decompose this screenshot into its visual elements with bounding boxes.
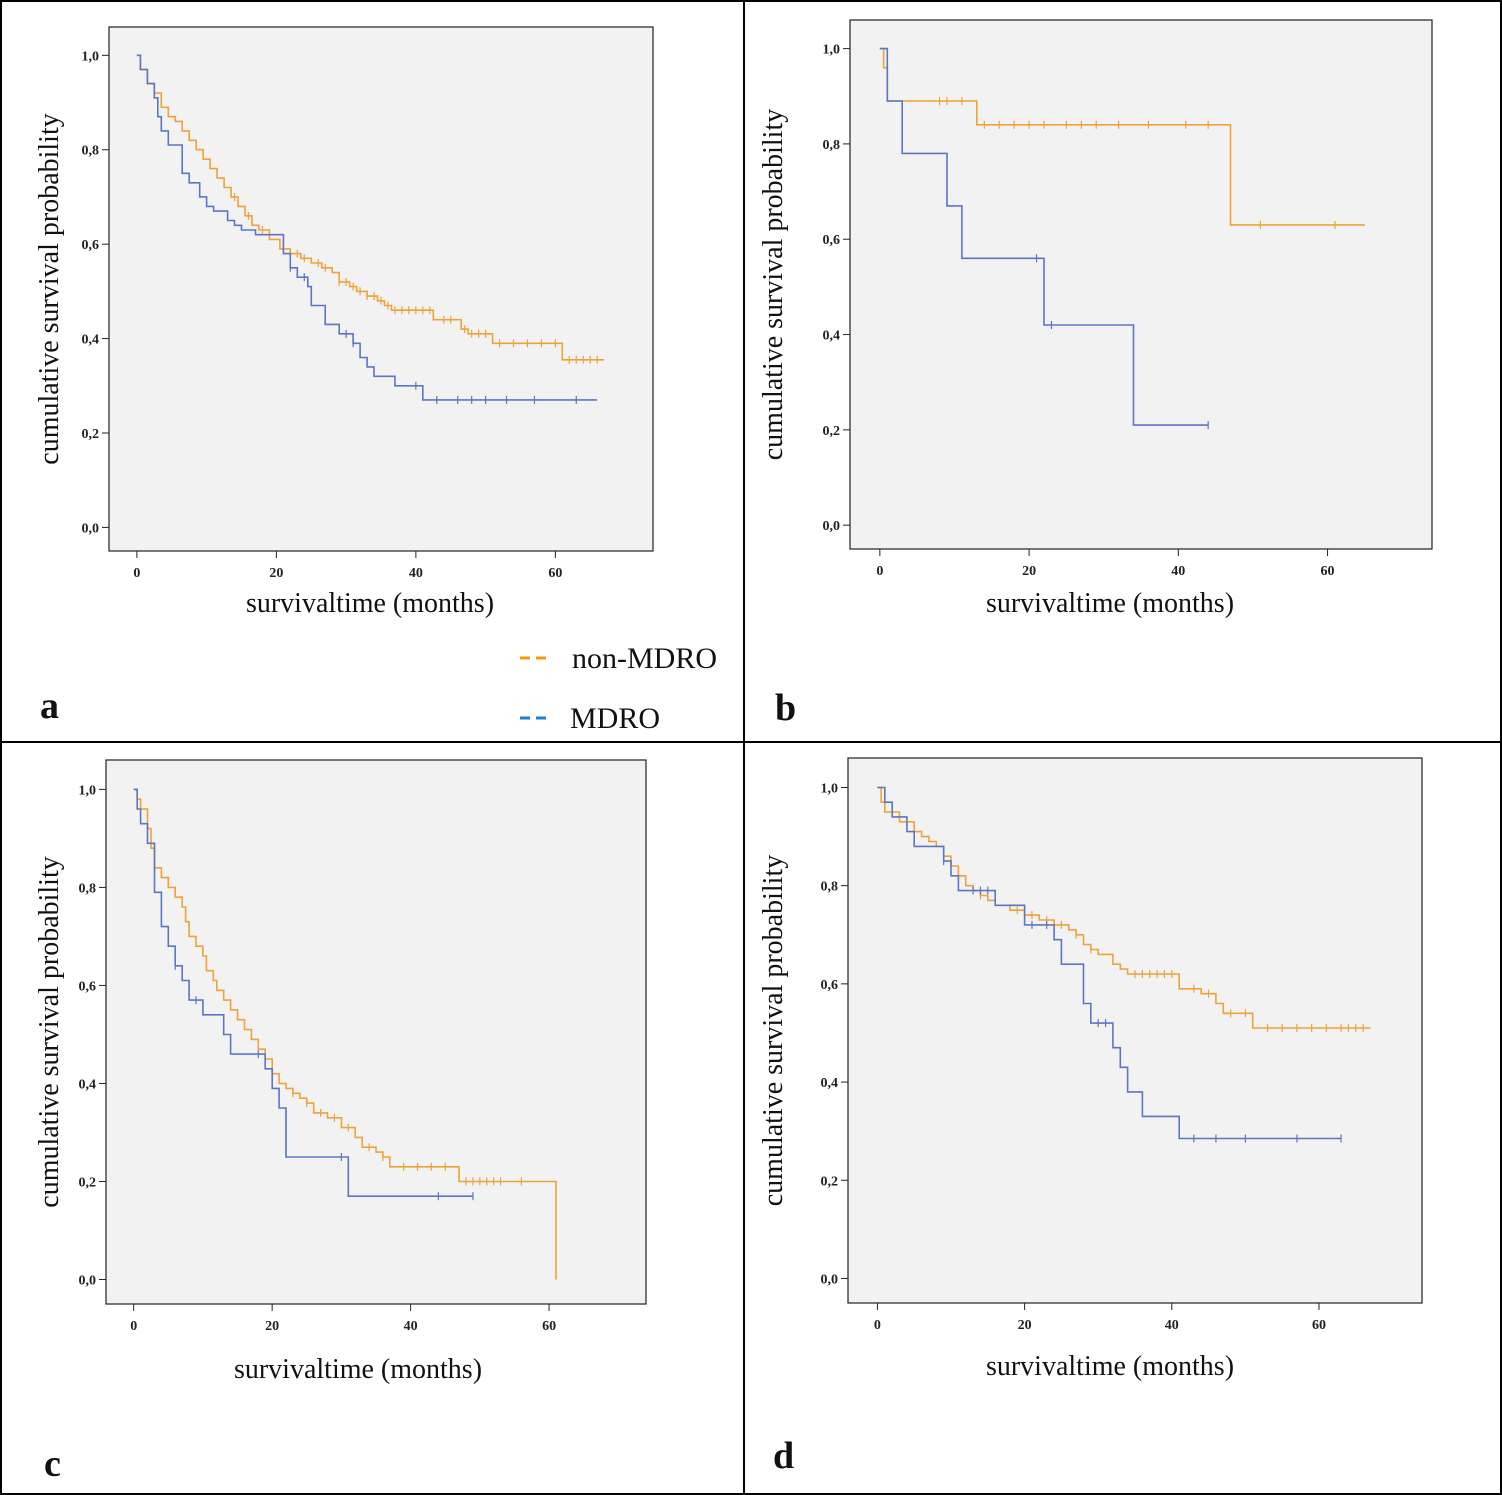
series-line-non-mdro xyxy=(879,47,1365,226)
x-tick-label: 20 xyxy=(269,566,283,581)
series-line-mdro xyxy=(877,786,1342,1140)
x-tick-label: 20 xyxy=(1018,1318,1032,1333)
panel-letter-a: a xyxy=(40,685,59,727)
y-tick-label: 0,2 xyxy=(823,424,841,439)
panel-letter-b: b xyxy=(775,687,796,729)
y-tick-label: 0,8 xyxy=(823,138,841,153)
y-tick-label: 0,2 xyxy=(79,1175,97,1190)
panel-letter-d: d xyxy=(773,1435,794,1477)
legend: non-MDRO MDRO xyxy=(520,642,717,735)
y-tick-label: 0,2 xyxy=(821,1174,839,1189)
y-axis-title: cumulative survival probability xyxy=(34,856,65,1207)
plot-area xyxy=(108,26,654,552)
y-axis-title: cumulative survival probability xyxy=(758,855,789,1206)
x-tick-label: 40 xyxy=(1165,1318,1179,1333)
x-tick-label: 20 xyxy=(1022,564,1036,579)
x-tick-label: 0 xyxy=(874,1318,881,1333)
panel-c: 0,0 0,2 0,4 0,6 0,8 1,0 0 20 40 60 survivaltime (m… xyxy=(34,759,647,1385)
y-tick-label: 1,0 xyxy=(823,43,841,58)
y-tick-label: 0,0 xyxy=(823,519,841,534)
plot-area xyxy=(105,759,647,1305)
y-tick-label: 0,6 xyxy=(82,238,100,253)
x-tick-label: 60 xyxy=(1321,564,1335,579)
x-axis-title: survivaltime (months) xyxy=(986,588,1234,619)
y-tick-label: 0,8 xyxy=(82,144,100,159)
y-tick-label: 0,6 xyxy=(821,978,839,993)
y-tick-label: 0,2 xyxy=(82,427,100,442)
y-tick-label: 0,0 xyxy=(82,521,100,536)
series-line-mdro xyxy=(879,47,1209,426)
x-tick-label: 40 xyxy=(1171,564,1185,579)
y-tick-label: 0,8 xyxy=(821,880,839,895)
y-axis-title: cumulative survival probability xyxy=(758,109,789,460)
series-line-non-mdro xyxy=(133,788,557,1280)
x-tick-label: 60 xyxy=(1312,1318,1326,1333)
x-tick-label: 60 xyxy=(542,1319,556,1334)
series-line-mdro xyxy=(133,788,473,1197)
y-tick-label: 0,0 xyxy=(79,1273,97,1288)
x-tick-label: 0 xyxy=(133,566,140,581)
legend-label-mdro: MDRO xyxy=(570,702,660,735)
y-axis-title: cumulative survival probability xyxy=(34,113,65,464)
y-tick-label: 0,0 xyxy=(821,1272,839,1287)
y-tick-label: 0,6 xyxy=(79,979,97,994)
x-tick-label: 0 xyxy=(876,564,883,579)
x-tick-label: 40 xyxy=(404,1319,418,1334)
x-axis-title: survivaltime (months) xyxy=(986,1351,1234,1382)
y-tick-label: 1,0 xyxy=(82,49,100,64)
y-tick-label: 0,8 xyxy=(79,881,97,896)
y-tick-label: 1,0 xyxy=(79,783,97,798)
series-line-mdro xyxy=(136,54,598,401)
x-tick-label: 40 xyxy=(409,566,423,581)
panel-letter-c: c xyxy=(44,1443,61,1485)
y-tick-label: 0,4 xyxy=(821,1076,839,1091)
x-axis-title: survivaltime (months) xyxy=(246,588,494,619)
y-tick-label: 1,0 xyxy=(821,781,839,796)
plot-area xyxy=(849,19,1433,550)
panel-d: 0,0 0,2 0,4 0,6 0,8 1,0 0 20 40 60 survivaltime (m… xyxy=(758,757,1423,1382)
y-tick-label: 0,4 xyxy=(79,1077,97,1092)
plot-area xyxy=(847,757,1423,1304)
panel-a: 0,0 0,2 0,4 0,6 0,8 1,0 0 20 40 60 survivaltime (m… xyxy=(34,26,654,619)
y-tick-label: 0,6 xyxy=(823,233,841,248)
x-axis-title: survivaltime (months) xyxy=(234,1354,482,1385)
x-tick-label: 0 xyxy=(130,1319,137,1334)
legend-label-non-mdro: non-MDRO xyxy=(572,642,717,675)
x-tick-label: 60 xyxy=(548,566,562,581)
y-tick-label: 0,4 xyxy=(82,333,100,348)
x-tick-label: 20 xyxy=(265,1319,279,1334)
y-tick-label: 0,4 xyxy=(823,329,841,344)
panel-b: 0,0 0,2 0,4 0,6 0,8 1,0 0 20 40 60 survivaltime (m… xyxy=(758,19,1433,619)
